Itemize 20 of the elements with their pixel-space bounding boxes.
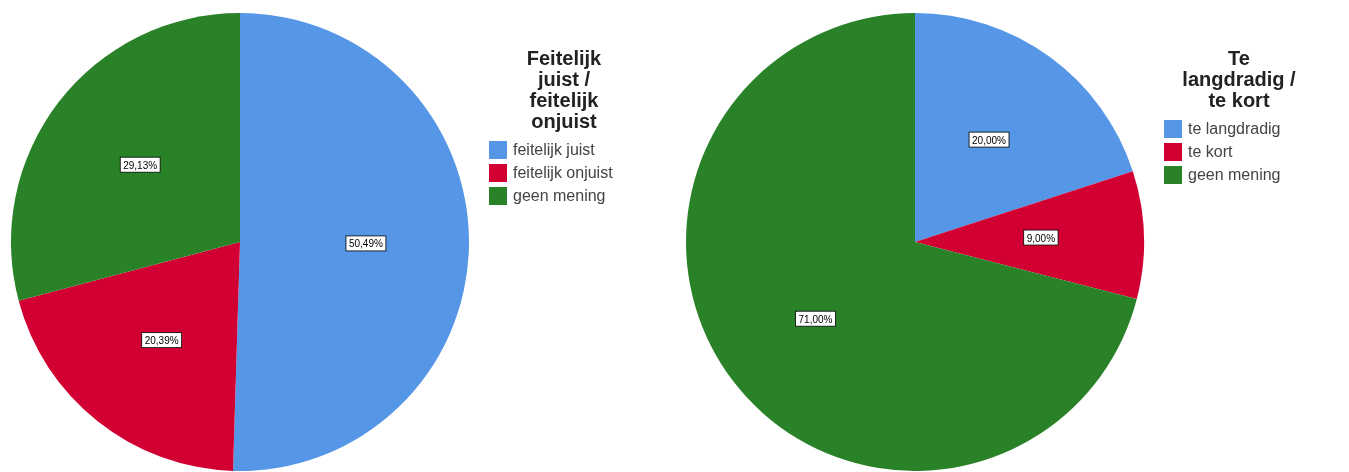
- pie-slice: [11, 13, 240, 301]
- legend-label: te kort: [1188, 143, 1234, 160]
- legend-label: geen mening: [513, 187, 606, 204]
- data-label: 20,39%: [144, 335, 179, 347]
- pie-slice: [686, 13, 1137, 471]
- data-label: 29,13%: [123, 159, 158, 171]
- pie-slice: [233, 13, 469, 471]
- data-label: 50,49%: [348, 238, 383, 250]
- pie-slice: [18, 242, 240, 471]
- data-label: 71,00%: [798, 313, 833, 325]
- legend-label: geen mening: [1188, 166, 1281, 183]
- legend-title: Te langdradig / te kort: [1182, 47, 1297, 111]
- legend-label: feitelijk onjuist: [513, 164, 614, 181]
- legend-title: Feitelijk juist / feitelijk onjuist: [526, 47, 603, 132]
- data-label: 20,00%: [972, 134, 1007, 146]
- pie-slice: [915, 171, 1144, 299]
- data-label: 9,00%: [1026, 232, 1056, 244]
- legend-label: feitelijk juist: [513, 141, 596, 158]
- pie-slice: [915, 13, 1133, 242]
- legend-label: te langdradig: [1188, 120, 1281, 137]
